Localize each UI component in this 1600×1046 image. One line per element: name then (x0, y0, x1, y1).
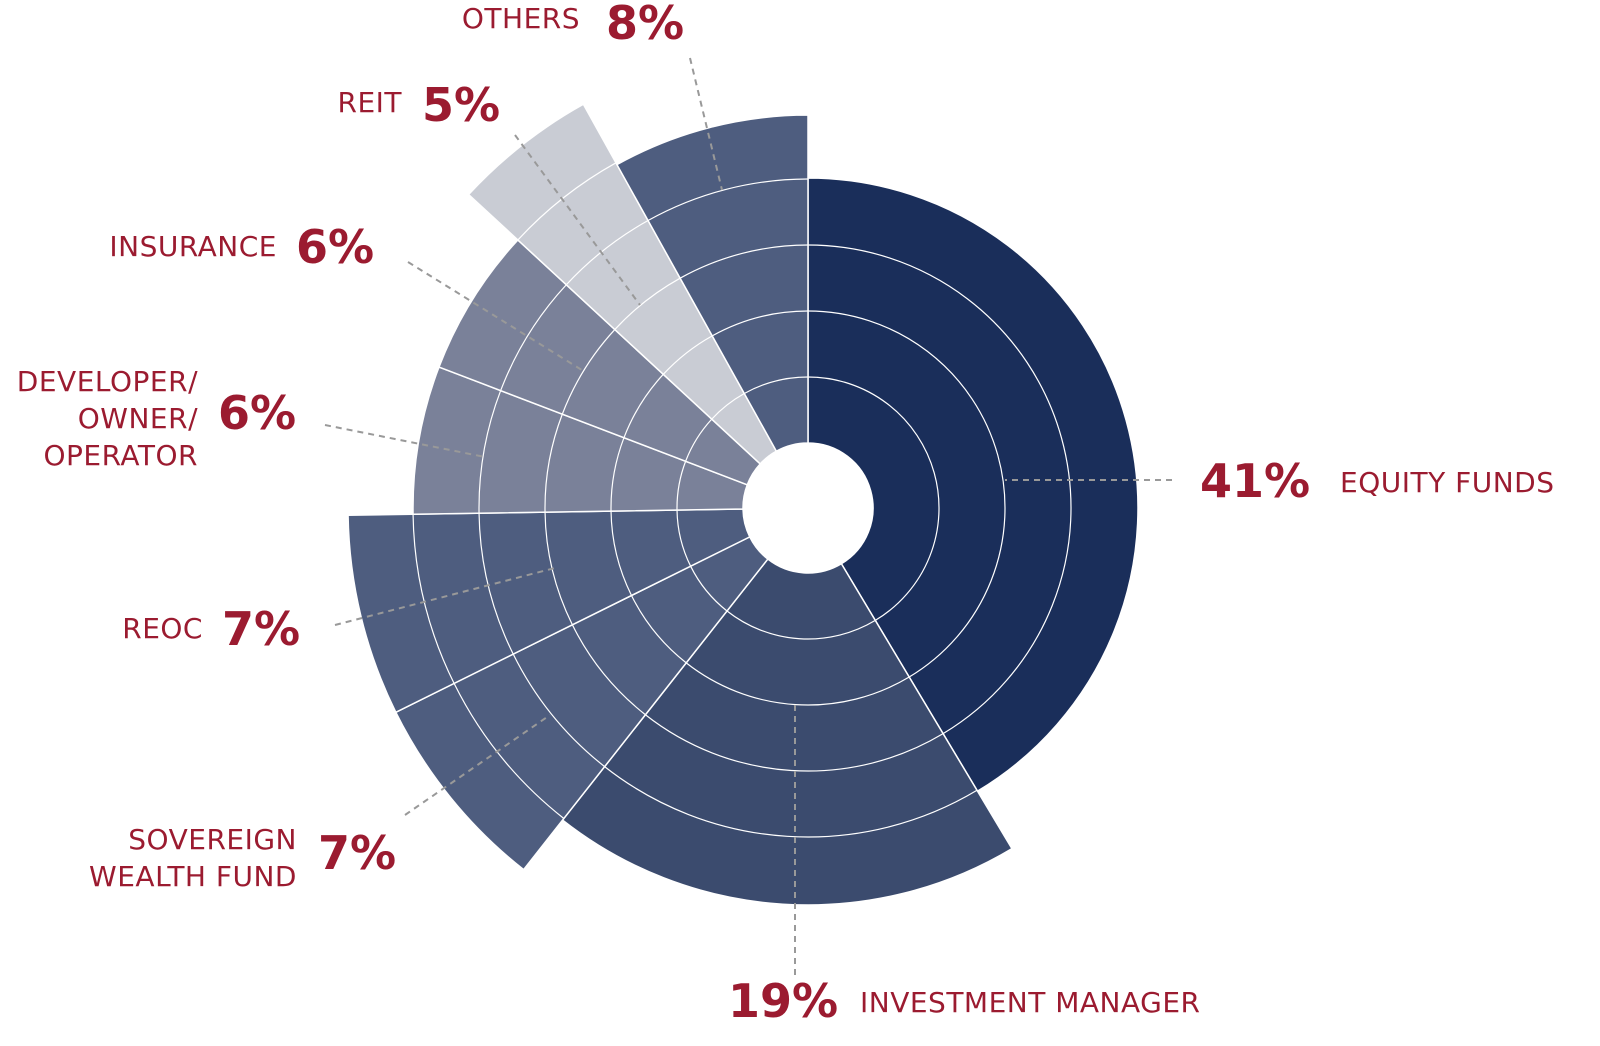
category-label: EQUITY FUNDS (1340, 466, 1555, 499)
value-label: 5% (422, 78, 501, 132)
leader-line (334, 567, 556, 626)
leader-line (407, 261, 586, 373)
category-label: OTHERS (461, 2, 580, 35)
petal (347, 508, 751, 714)
category-label: DEVELOPER/ OWNER/ OPERATOR (16, 365, 198, 472)
value-label: 8% (606, 0, 685, 50)
petal (561, 558, 1013, 906)
value-label: 6% (218, 386, 297, 440)
value-label: 7% (318, 826, 397, 880)
petal (615, 114, 809, 453)
value-label: 41% (1200, 454, 1311, 508)
category-label: SOVEREIGN WEALTH FUND (89, 823, 297, 893)
leader-line (514, 134, 641, 306)
value-label: 19% (728, 974, 839, 1028)
category-label: INVESTMENT MANAGER (860, 986, 1201, 1019)
petal (412, 366, 749, 516)
category-label: REOC (122, 612, 203, 645)
leader-line (689, 57, 723, 191)
leader-line (404, 714, 551, 816)
leader-line (324, 424, 486, 458)
petal (394, 535, 769, 871)
petal (438, 238, 762, 486)
value-label: 7% (222, 602, 301, 656)
petal (467, 103, 778, 465)
value-label: 6% (296, 220, 375, 274)
category-label: REIT (337, 86, 402, 119)
category-label: INSURANCE (109, 230, 277, 263)
petal (807, 177, 1139, 793)
